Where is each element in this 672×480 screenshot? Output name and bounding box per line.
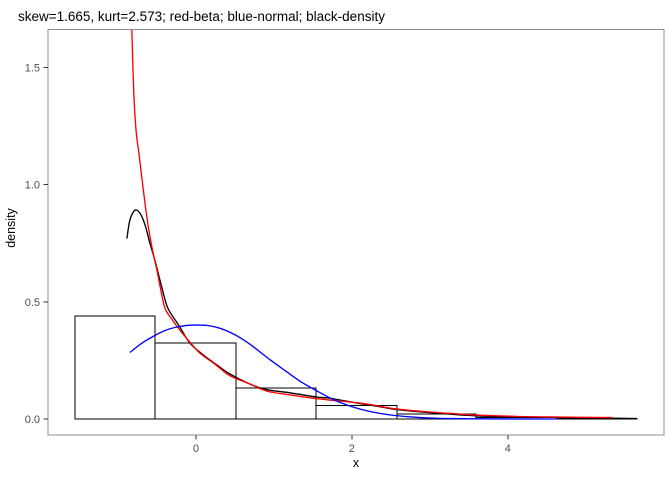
x-axis-title: x: [353, 456, 360, 470]
plot-title: skew=1.665, kurt=2.573; red-beta; blue-n…: [18, 9, 385, 24]
y-axis-title: density: [4, 207, 18, 247]
curves-group: [126, 29, 637, 420]
y-tick-label: 0.0: [25, 414, 40, 426]
x-tick-label: 2: [349, 443, 355, 455]
panel-border: [47, 28, 665, 436]
histogram-bar: [74, 315, 156, 420]
histogram-bar: [154, 342, 237, 420]
y-tick-label: 1.5: [25, 62, 40, 74]
plot-panel: 0 2 4 0.0 0.5 1.0 1.5: [25, 28, 665, 455]
y-tick-label: 0.5: [25, 297, 40, 309]
histogram-bar: [315, 404, 398, 420]
y-tick-label: 1.0: [25, 180, 40, 192]
x-tick-label: 4: [505, 443, 511, 455]
x-tick-label: 0: [193, 443, 199, 455]
histogram-bar: [396, 413, 477, 420]
beta-curve: [131, 29, 612, 419]
normal-curve: [129, 324, 557, 420]
